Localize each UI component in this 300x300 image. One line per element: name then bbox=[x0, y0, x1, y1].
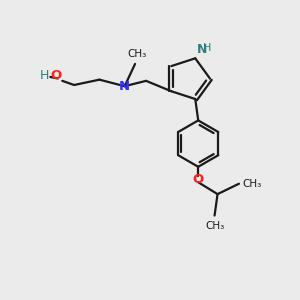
Text: CH₃: CH₃ bbox=[127, 50, 146, 59]
Text: H: H bbox=[203, 43, 211, 53]
Text: O: O bbox=[51, 69, 62, 82]
Text: N: N bbox=[197, 43, 207, 56]
Text: CH₃: CH₃ bbox=[205, 221, 224, 232]
Text: H: H bbox=[40, 69, 49, 82]
Text: CH₃: CH₃ bbox=[242, 179, 262, 189]
Text: O: O bbox=[193, 173, 204, 186]
Text: N: N bbox=[119, 80, 130, 93]
